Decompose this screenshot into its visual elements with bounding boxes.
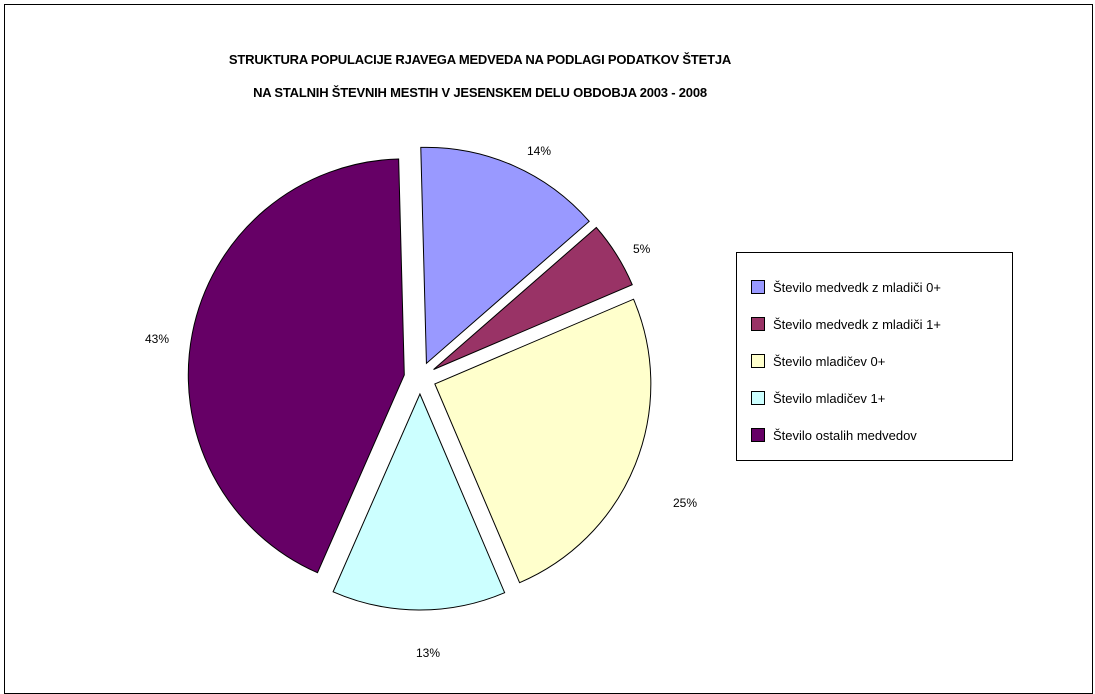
- legend-swatch: [751, 391, 765, 405]
- pie-slice-4: [187, 158, 405, 574]
- legend-item-medvedke-1: Število medvedk z mladiči 1+: [751, 314, 941, 334]
- data-label-slice-2: 25%: [673, 496, 698, 510]
- legend-swatch: [751, 428, 765, 442]
- legend-swatch: [751, 280, 765, 294]
- data-label-slice-0: 14%: [527, 144, 552, 158]
- data-label-slice-1: 5%: [633, 242, 651, 256]
- legend-label: Število medvedk z mladiči 0+: [773, 279, 941, 295]
- pie-slice-0: [420, 146, 590, 365]
- legend-item-mladici-0: Število mladičev 0+: [751, 351, 885, 371]
- legend-item-mladici-1: Število mladičev 1+: [751, 388, 885, 408]
- legend-label: Število mladičev 0+: [773, 353, 886, 369]
- legend-swatch: [751, 354, 765, 368]
- legend-label: Število mladičev 1+: [773, 390, 886, 406]
- legend-label: Število medvedk z mladiči 1+: [773, 316, 941, 332]
- pie-slice-1: [433, 226, 633, 370]
- chart-legend: Število medvedk z mladiči 0+ Število med…: [736, 252, 1013, 461]
- data-label-slice-3: 13%: [416, 646, 441, 660]
- legend-item-ostali: Število ostalih medvedov: [751, 425, 917, 445]
- data-label-slice-4: 43%: [145, 332, 170, 346]
- legend-label: Število ostalih medvedov: [773, 427, 917, 443]
- chart-title: STRUKTURA POPULACIJE RJAVEGA MEDVEDA NA …: [228, 52, 732, 67]
- chart-subtitle: NA STALNIH ŠTEVNIH MESTIH V JESENSKEM DE…: [253, 85, 707, 100]
- pie-slice-3: [332, 392, 506, 611]
- legend-swatch: [751, 317, 765, 331]
- legend-item-medvedke-0: Število medvedk z mladiči 0+: [751, 277, 941, 297]
- pie-slice-2: [434, 298, 652, 584]
